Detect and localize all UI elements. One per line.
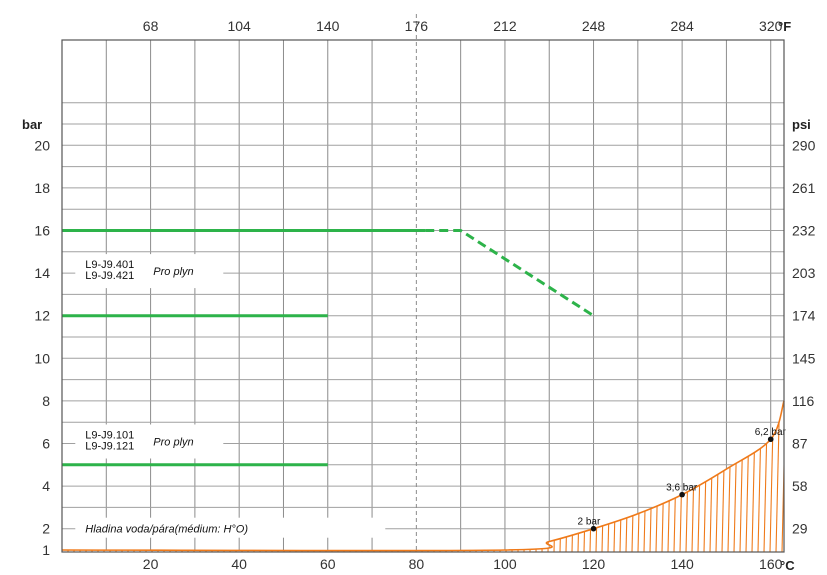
bottom-tick-label: 100 xyxy=(493,556,517,572)
annotation-text: Hladina voda/pára(médium: H°O) xyxy=(85,524,248,536)
plot-frame xyxy=(61,39,785,553)
hatch-line xyxy=(733,400,747,552)
right-tick-label: 87 xyxy=(792,436,808,452)
left-tick-label: 2 xyxy=(42,521,50,537)
top-axis-unit: °F xyxy=(778,19,791,34)
hatch-line xyxy=(769,400,783,552)
right-tick-label: 261 xyxy=(792,180,816,196)
left-tick-label: 18 xyxy=(34,180,50,196)
annotation-model-label: L9-J9.101 xyxy=(85,430,134,442)
bottom-tick-label: 140 xyxy=(670,556,694,572)
right-tick-label: 116 xyxy=(792,393,815,409)
axes: 20 40 60 80 100 120 140 160°C68 104 140 176 212 248 2… xyxy=(22,18,816,573)
bottom-tick-label: 20 xyxy=(143,556,159,572)
left-tick-label: 20 xyxy=(34,137,50,153)
left-tick-label: 6 xyxy=(42,436,50,452)
pressure-line-2 xyxy=(425,229,595,317)
left-tick-label: 4 xyxy=(42,478,50,494)
left-axis-unit: bar xyxy=(22,117,42,132)
right-tick-label: 145 xyxy=(792,350,816,366)
right-tick-label: 232 xyxy=(792,223,816,239)
left-tick-label: 16 xyxy=(34,223,50,239)
top-tick-label: 248 xyxy=(582,18,606,34)
curve-point-label: 2 bar xyxy=(578,517,601,528)
right-tick-label: 203 xyxy=(792,265,816,281)
curve-point-marker xyxy=(767,436,774,443)
right-tick-label: 290 xyxy=(792,137,816,153)
annotation-box xyxy=(75,424,224,459)
bottom-tick-label: 160 xyxy=(759,556,783,572)
top-tick-label: 212 xyxy=(493,18,517,34)
annotation-box xyxy=(75,254,224,289)
hatch-line xyxy=(757,400,771,552)
right-tick-label: 174 xyxy=(792,308,816,324)
hatch-line xyxy=(763,400,777,552)
annotation-text: Pro plyn xyxy=(153,437,193,449)
annotation-text: Pro plyn xyxy=(153,266,193,278)
top-tick-label: 104 xyxy=(227,18,251,34)
bottom-tick-label: 40 xyxy=(231,556,247,572)
curve-point-label: 6,2 bar xyxy=(755,427,787,438)
top-tick-label: 320 xyxy=(759,18,783,34)
right-axis-unit: psi xyxy=(792,117,811,132)
annotation-model-label: L9-J9.121 xyxy=(85,441,134,453)
bottom-tick-label: 60 xyxy=(320,556,336,572)
top-tick-label: 284 xyxy=(670,18,694,34)
top-tick-label: 176 xyxy=(405,18,429,34)
curve-point-label: 3,6 bar xyxy=(666,483,698,494)
curve-point-marker xyxy=(590,525,597,532)
hatch-line xyxy=(745,400,759,552)
top-tick-label: 68 xyxy=(143,18,159,34)
left-tick-label: 10 xyxy=(34,350,50,366)
left-tick-label: 14 xyxy=(34,265,50,281)
grid xyxy=(62,14,784,552)
hatch-line xyxy=(751,400,765,552)
hatch-line xyxy=(775,400,784,552)
right-tick-label: 58 xyxy=(792,478,808,494)
bottom-tick-label: 120 xyxy=(582,556,606,572)
annotation-model-label: L9-J9.401 xyxy=(85,259,134,271)
left-tick-label: 8 xyxy=(42,393,50,409)
left-tick-label: 1 xyxy=(42,542,50,558)
annotation-model-label: L9-J9.421 xyxy=(85,270,134,282)
left-tick-label: 12 xyxy=(34,308,50,324)
bottom-tick-label: 80 xyxy=(409,556,425,572)
right-tick-label: 29 xyxy=(792,521,808,537)
curve-point-marker xyxy=(679,491,685,498)
bottom-axis-unit: °C xyxy=(780,558,795,573)
top-tick-label: 140 xyxy=(316,18,340,34)
annotation-box xyxy=(75,517,386,538)
hatch-line xyxy=(739,400,753,552)
